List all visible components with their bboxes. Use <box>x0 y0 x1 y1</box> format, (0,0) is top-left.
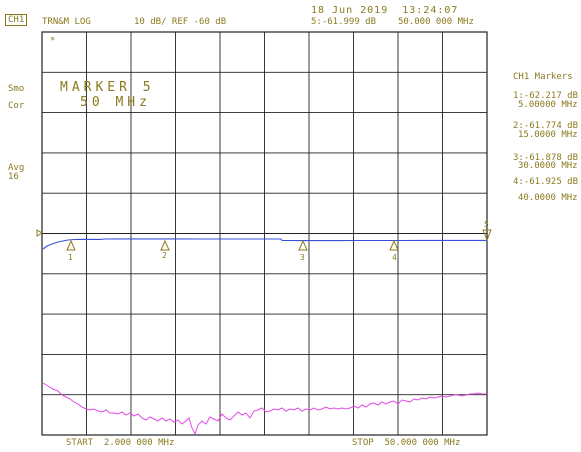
active-marker-freq: 50.000 000 MHz <box>398 17 474 27</box>
marker-box-title: MARKER 5 <box>60 80 155 95</box>
star-annotation: * <box>50 36 56 46</box>
marker-3-icon[interactable] <box>298 239 308 251</box>
marker-4-label: 4 <box>392 253 397 262</box>
measurement-format: TRN&M LOG <box>42 17 91 27</box>
marker-3-label: 3 <box>300 253 305 262</box>
marker-1-label: 1 <box>68 253 73 262</box>
active-marker-value: 5:-61.999 dB <box>311 17 377 27</box>
marker-5-icon[interactable] <box>482 229 492 242</box>
stop-frequency: STOP 50.000 000 MHz <box>352 438 461 448</box>
reference-position-icon <box>36 229 43 237</box>
marker-2-value: 2:-61.774 dB <box>513 121 579 131</box>
channel-indicator[interactable]: CH1 <box>5 14 28 26</box>
marker-4-value: 4:-61.925 dB <box>513 177 579 187</box>
date-time: 18 Jun 2019 13:24:07 <box>311 5 459 16</box>
correction-annotation: Cor <box>8 101 25 111</box>
trace-markers <box>66 229 492 251</box>
marker-3-value: 3:-61.878 dB <box>513 153 579 163</box>
marker-1-value: 1:-62.217 dB <box>513 91 579 101</box>
marker-4-freq: 40.0000 MHz <box>518 193 578 203</box>
marker-box-value: 50 MHz <box>80 95 151 110</box>
scale-reference: 10 dB/ REF -60 dB <box>134 17 227 27</box>
start-frequency: START 2.000 000 MHz <box>66 438 175 448</box>
graticule <box>41 31 488 436</box>
averaging-count: 16 <box>8 172 19 182</box>
smoothing-annotation: Smo <box>8 84 25 94</box>
marker-1-icon[interactable] <box>66 239 76 251</box>
marker-5-label: 5 <box>484 220 489 229</box>
averaging-annotation: Avg <box>8 163 25 173</box>
marker-list-title: CH1 Markers <box>513 72 573 82</box>
marker-2-icon[interactable] <box>160 239 170 251</box>
trace-blue <box>42 238 487 250</box>
trace-magenta <box>42 382 487 436</box>
marker-3-freq: 30.0000 MHz <box>518 161 578 171</box>
marker-4-icon[interactable] <box>389 239 399 251</box>
marker-2-label: 2 <box>162 251 167 260</box>
marker-1-freq: 5.00000 MHz <box>518 100 578 110</box>
marker-2-freq: 15.0000 MHz <box>518 130 578 140</box>
